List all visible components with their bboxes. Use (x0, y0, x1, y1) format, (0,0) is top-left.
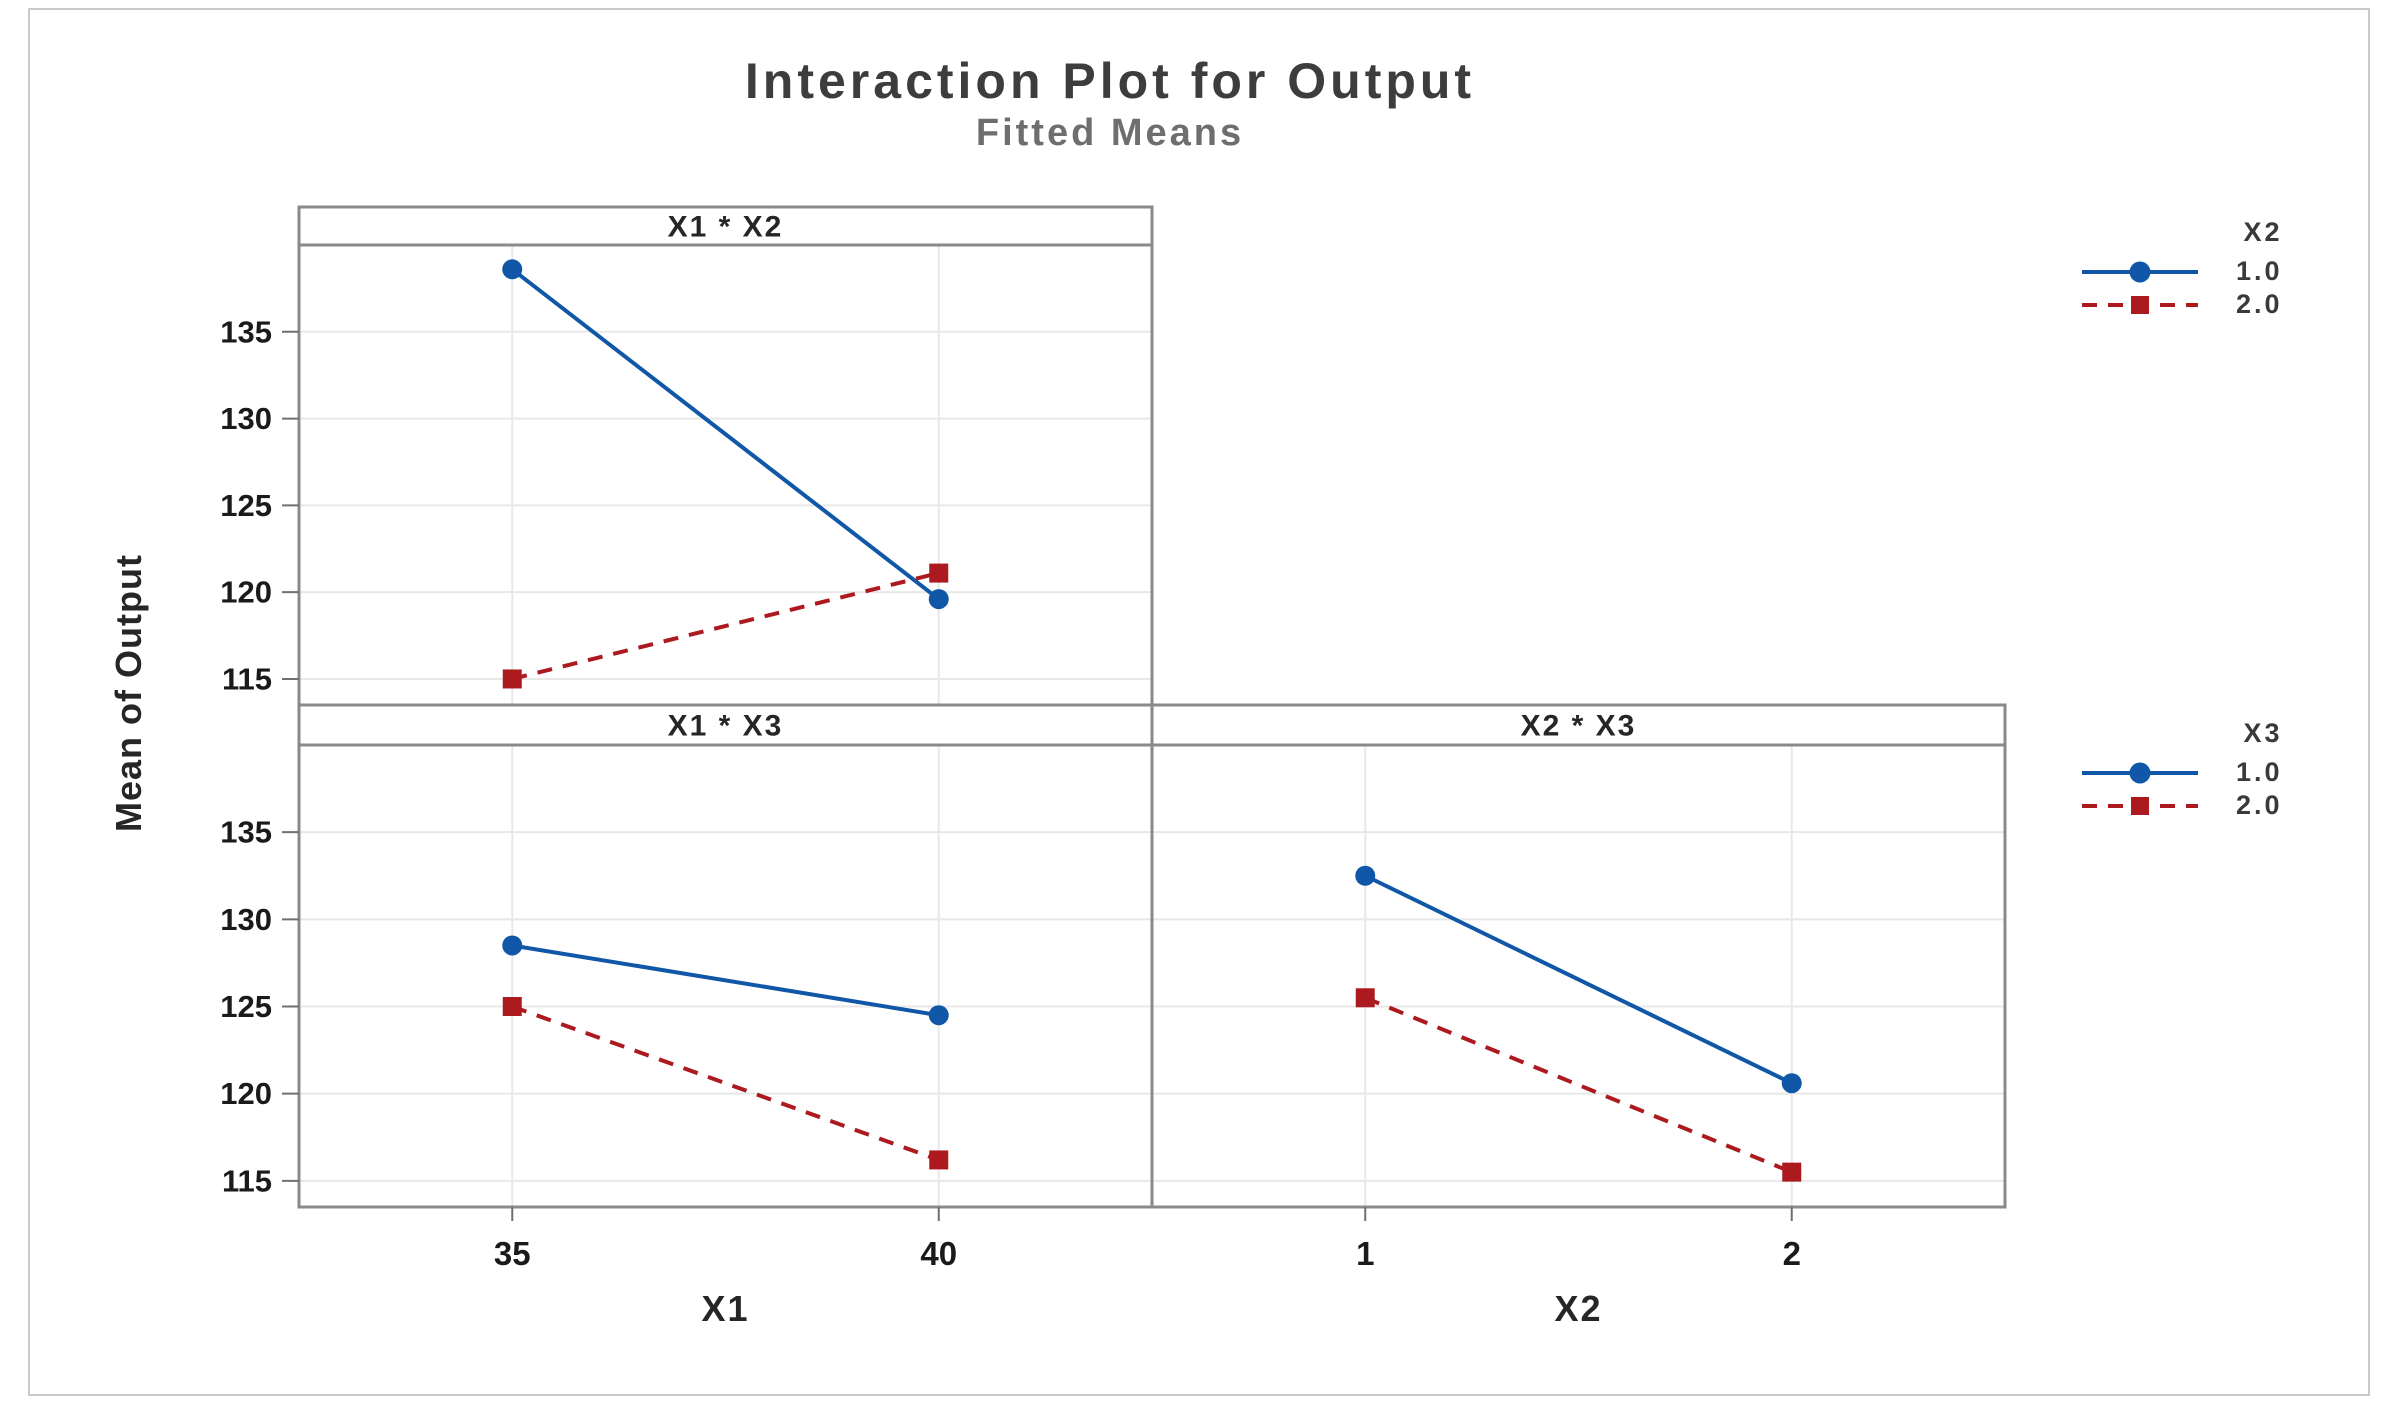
data-point-square (929, 563, 949, 583)
red-dashed-line-sample (2082, 796, 2198, 815)
x-tick-label: 35 (494, 1235, 531, 1272)
legend-entry-label: 1.0 (2236, 757, 2283, 787)
data-point-circle (928, 1005, 949, 1026)
series-line-X3-1.0 (511, 943, 940, 1018)
red-dashed-line-sample (2082, 295, 2198, 314)
data-point-circle (502, 935, 523, 956)
blue-solid-line-sample (2082, 762, 2198, 783)
data-point-circle (1781, 1073, 1802, 1094)
y-tick-label: 135 (220, 815, 272, 850)
y-tick-label: 130 (220, 401, 272, 436)
y-tick-label: 125 (220, 488, 272, 523)
y-tick-label: 120 (220, 575, 272, 610)
y-tick-label: 125 (220, 989, 272, 1024)
x-tick-label: 2 (1783, 1235, 1801, 1272)
data-point-circle (502, 259, 523, 280)
panel-header-title: X1 * X3 (668, 710, 784, 743)
square-marker-icon (2131, 295, 2149, 314)
legend-entry: 1.0 (2082, 255, 2400, 288)
legend-entry-label: 2.0 (2236, 289, 2283, 319)
series-line-X3-2.0 (511, 1004, 940, 1162)
legend-x2: X2 1.0 2.0 (2082, 215, 2400, 321)
series-line-X2-1.0 (511, 267, 940, 601)
y-tick-label: 120 (220, 1076, 272, 1111)
panel-X2*X3: X2 * X3 1 2 (1150, 703, 2007, 1272)
data-point-square (502, 997, 522, 1017)
panel-X1*X2: X1 * X2 115 120 125 130 135 (220, 205, 1154, 707)
data-point-square (502, 669, 522, 689)
data-point-circle (928, 589, 949, 610)
circle-marker-icon (2129, 261, 2151, 282)
legend-entry-label: 1.0 (2236, 256, 2283, 286)
data-point-square (1782, 1162, 1802, 1182)
legend-entry: 2.0 (2082, 288, 2400, 321)
series-line-X3-1.0 (1364, 873, 1793, 1086)
x-axis-label-x1: X1 (701, 1288, 750, 1329)
data-point-square (929, 1150, 949, 1170)
circle-marker-icon (2129, 762, 2151, 783)
series-line-X2-2.0 (511, 571, 940, 681)
panel-header-title: X2 * X3 (1521, 710, 1637, 743)
legend-entry: 1.0 (2082, 756, 2400, 789)
legend-x2-title: X2 (2243, 217, 2283, 247)
x-tick-label: 1 (1356, 1235, 1374, 1272)
y-tick-label: 130 (220, 902, 272, 937)
data-point-square (1355, 988, 1375, 1008)
blue-solid-line-sample (2082, 261, 2198, 282)
legend-x3: X3 1.0 2.0 (2082, 716, 2400, 822)
y-tick-label: 135 (220, 314, 272, 349)
y-tick-label: 115 (222, 1163, 272, 1198)
y-tick-label: 115 (222, 661, 272, 696)
panel-header-frame (297, 205, 1154, 247)
panel-header-title: X1 * X2 (668, 211, 784, 244)
x-tick-label: 40 (920, 1235, 957, 1272)
x-axis-label-x2: X2 (1554, 1288, 1603, 1329)
data-point-circle (1355, 865, 1376, 886)
legend-entry: 2.0 (2082, 789, 2400, 822)
square-marker-icon (2131, 796, 2149, 815)
legend-x3-title: X3 (2243, 718, 2283, 748)
panel-X1*X3: X1 * X3 115 120 125 130 135 35 40 (220, 703, 1154, 1272)
panel-header-frame (1150, 703, 2007, 747)
chart-title: Interaction Plot for Output (744, 53, 1476, 109)
chart-subtitle: Fitted Means (975, 112, 1245, 154)
legend-entry-label: 2.0 (2236, 790, 2283, 820)
